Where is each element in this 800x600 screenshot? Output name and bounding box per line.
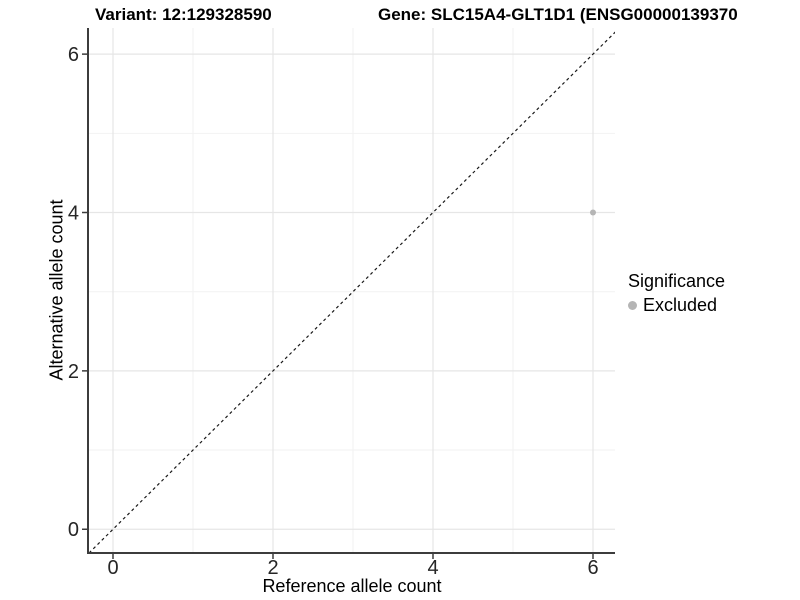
legend-key-dot — [628, 301, 637, 310]
x-tick-label: 6 — [587, 557, 598, 579]
x-tick-label: 4 — [427, 557, 438, 579]
plot-title-variant: Variant: 12:129328590 — [95, 5, 272, 24]
legend: Significance Excluded — [628, 271, 725, 316]
legend-entry-excluded: Excluded — [628, 295, 725, 316]
identity-line — [88, 31, 615, 553]
y-tick-label: 6 — [68, 44, 79, 66]
y-tick-label: 4 — [68, 203, 79, 225]
x-tick-label: 2 — [267, 557, 278, 579]
y-tick-label: 0 — [68, 519, 79, 541]
legend-title: Significance — [628, 271, 726, 291]
y-tick-label: 2 — [68, 361, 79, 383]
y-axis-title: Alternative allele count — [46, 199, 67, 381]
legend-entry-label: Excluded — [643, 295, 718, 315]
x-axis-title: Reference allele count — [262, 576, 442, 596]
data-point — [590, 209, 596, 216]
plot-title-gene: Gene: SLC15A4-GLT1D1 (ENSG00000139370 — [378, 5, 738, 24]
x-tick-label: 0 — [107, 557, 118, 579]
